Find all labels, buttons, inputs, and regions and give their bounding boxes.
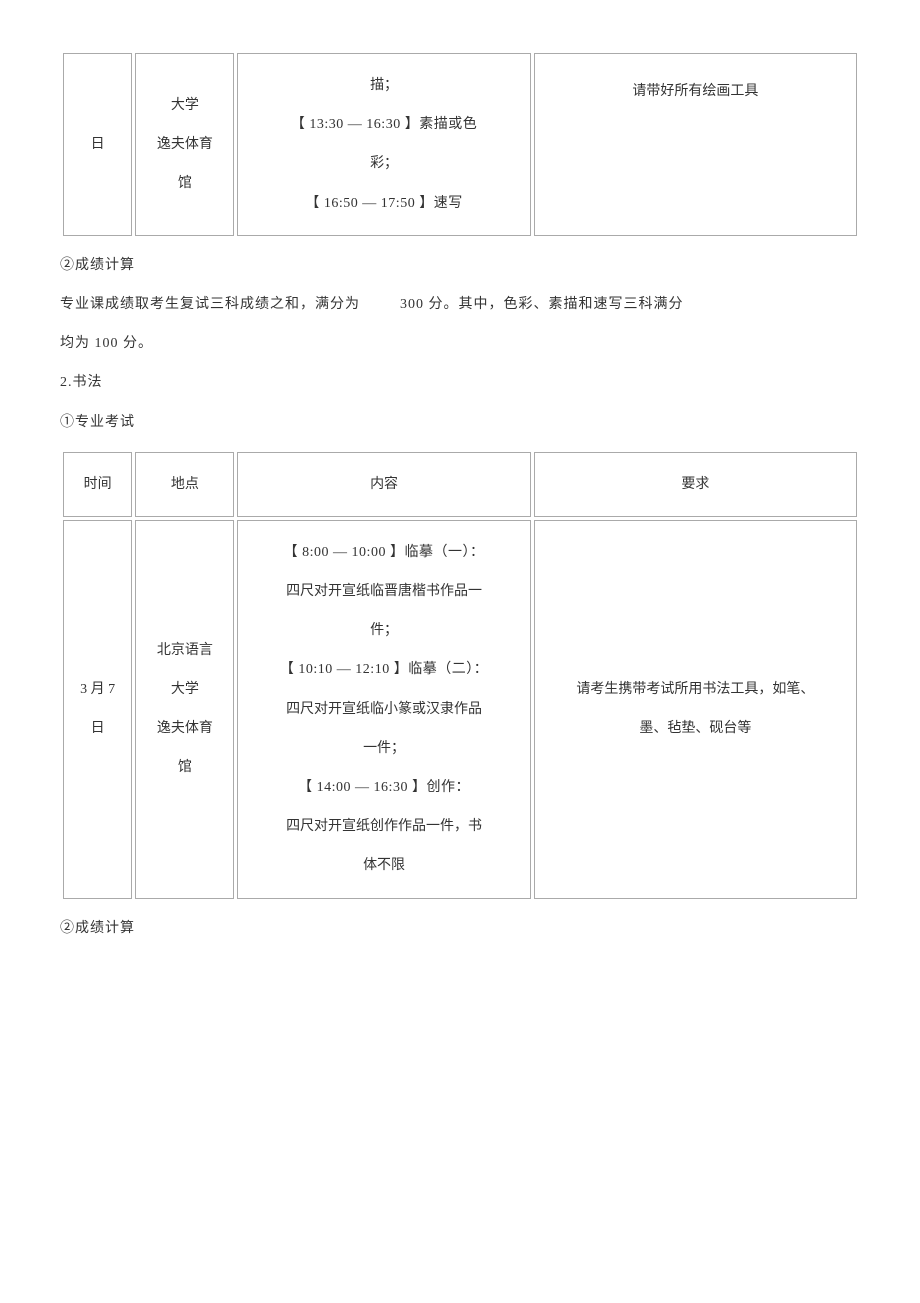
score-description-line1: 专业课成绩取考生复试三科成绩之和，满分为 300 分。其中，色彩、素描和速写三科满… [60,292,860,317]
cell-time: 日 [63,53,132,236]
content-line: 四尺对开宣纸临晋唐楷书作品一 [286,584,482,599]
content-line: 彩； [370,156,398,171]
content-line: 【 14:00 — 16:30 】创作： [298,780,470,795]
content-line: 四尺对开宣纸临小篆或汉隶作品 [286,702,482,717]
time-line: 3 月 7 [80,682,115,697]
score-desc-part2: 300 分。其中，色彩、素描和速写三科满分 [400,297,684,312]
header-content: 内容 [237,452,530,517]
content-line: 【 13:30 — 16:30 】素描或色 [291,117,477,132]
req-line: 墨、毡垫、砚台等 [639,721,751,736]
req-line: 请考生携带考试所用书法工具，如笔、 [576,682,814,697]
cell-content: 【 8:00 — 10:00 】临摹（一）： 四尺对开宣纸临晋唐楷书作品一 件；… [237,520,530,899]
exam-label: ①专业考试 [60,410,860,435]
cell-place: 北京语言 大学 逸夫体育 馆 [135,520,234,899]
place-line: 馆 [178,760,192,775]
content-line: 四尺对开宣纸创作作品一件，书 [286,819,482,834]
cell-place: 大学 逸夫体育 馆 [135,53,234,236]
score-calculation-label-2: ②成绩计算 [60,916,860,941]
place-line: 北京语言 [157,643,213,658]
table-row: 3 月 7 日 北京语言 大学 逸夫体育 馆 【 8:00 — 10:00 】临… [63,520,857,899]
place-line: 大学 [171,682,199,697]
table-row: 日 大学 逸夫体育 馆 描； 【 13:30 — 16:30 】素描或色 彩； … [63,53,857,236]
time-text: 日 [91,137,105,152]
table-header-row: 时间 地点 内容 要求 [63,452,857,517]
exam-schedule-table-1: 日 大学 逸夫体育 馆 描； 【 13:30 — 16:30 】素描或色 彩； … [60,50,860,239]
place-line: 逸夫体育 [157,721,213,736]
header-place: 地点 [135,452,234,517]
header-time: 时间 [63,452,132,517]
content-line: 体不限 [363,858,405,873]
content-line: 【 10:10 — 12:10 】临摹（二）： [280,662,488,677]
req-text: 请带好所有绘画工具 [632,84,758,99]
content-line: 【 16:50 — 17:50 】速写 [305,196,462,211]
score-desc-part1: 专业课成绩取考生复试三科成绩之和，满分为 [60,297,360,312]
cell-requirement: 请带好所有绘画工具 [534,53,857,236]
content-line: 一件； [363,741,405,756]
score-calculation-label: ②成绩计算 [60,253,860,278]
header-requirement: 要求 [534,452,857,517]
content-line: 【 8:00 — 10:00 】临摹（一）： [284,545,485,560]
time-line: 日 [91,721,105,736]
place-line: 逸夫体育 [157,137,213,152]
score-description-line2: 均为 100 分。 [60,331,860,356]
place-line: 大学 [171,98,199,113]
content-line: 件； [370,623,398,638]
cell-content: 描； 【 13:30 — 16:30 】素描或色 彩； 【 16:50 — 17… [237,53,530,236]
place-line: 馆 [178,176,192,191]
exam-schedule-table-2: 时间 地点 内容 要求 3 月 7 日 北京语言 大学 逸夫体育 馆 【 8:0… [60,449,860,902]
cell-time: 3 月 7 日 [63,520,132,899]
content-line: 描； [370,78,398,93]
cell-requirement: 请考生携带考试所用书法工具，如笔、 墨、毡垫、砚台等 [534,520,857,899]
section-calligraphy: 2.书法 [60,370,860,395]
